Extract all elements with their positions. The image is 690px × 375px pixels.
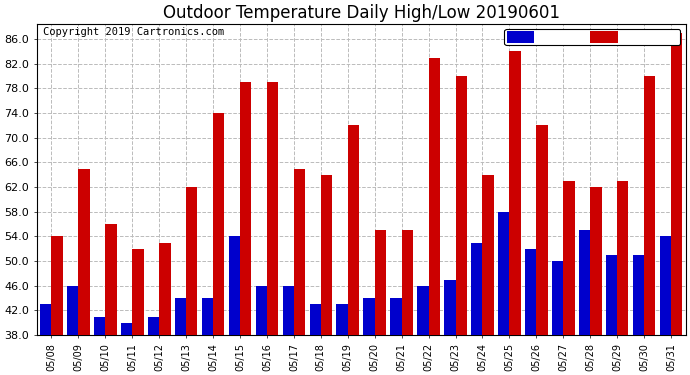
Bar (364, 298, 375, 335)
Bar (660, 236, 671, 335)
Bar (240, 82, 251, 335)
Bar (79, 169, 90, 335)
Bar (428, 58, 440, 335)
Bar (40, 304, 52, 335)
Bar (321, 175, 332, 335)
Bar (536, 126, 548, 335)
Bar (471, 243, 482, 335)
Bar (67, 286, 79, 335)
Bar (482, 175, 494, 335)
Bar (94, 316, 106, 335)
Bar (509, 51, 521, 335)
Bar (175, 298, 186, 335)
Bar (563, 181, 575, 335)
Bar (444, 280, 455, 335)
Title: Outdoor Temperature Daily High/Low 20190601: Outdoor Temperature Daily High/Low 20190… (163, 4, 560, 22)
Bar (579, 230, 590, 335)
Bar (294, 169, 305, 335)
Bar (644, 76, 655, 335)
Bar (310, 304, 321, 335)
Text: Copyright 2019 Cartronics.com: Copyright 2019 Cartronics.com (43, 27, 224, 37)
Bar (228, 236, 240, 335)
Bar (132, 249, 144, 335)
Bar (256, 286, 267, 335)
Bar (402, 230, 413, 335)
Bar (455, 76, 467, 335)
Bar (498, 212, 509, 335)
Bar (525, 249, 536, 335)
Bar (375, 230, 386, 335)
Bar (213, 113, 224, 335)
Bar (552, 261, 563, 335)
Bar (283, 286, 294, 335)
Bar (633, 255, 644, 335)
Bar (590, 187, 602, 335)
Bar (201, 298, 213, 335)
Bar (617, 181, 629, 335)
Bar (267, 82, 278, 335)
Bar (671, 33, 682, 335)
Bar (159, 243, 170, 335)
Bar (121, 323, 132, 335)
Legend: Low  (°F), High  (°F): Low (°F), High (°F) (504, 29, 680, 45)
Bar (186, 187, 197, 335)
Bar (52, 236, 63, 335)
Bar (391, 298, 402, 335)
Bar (106, 224, 117, 335)
Bar (337, 304, 348, 335)
Bar (348, 126, 359, 335)
Bar (417, 286, 428, 335)
Bar (606, 255, 617, 335)
Bar (148, 316, 159, 335)
